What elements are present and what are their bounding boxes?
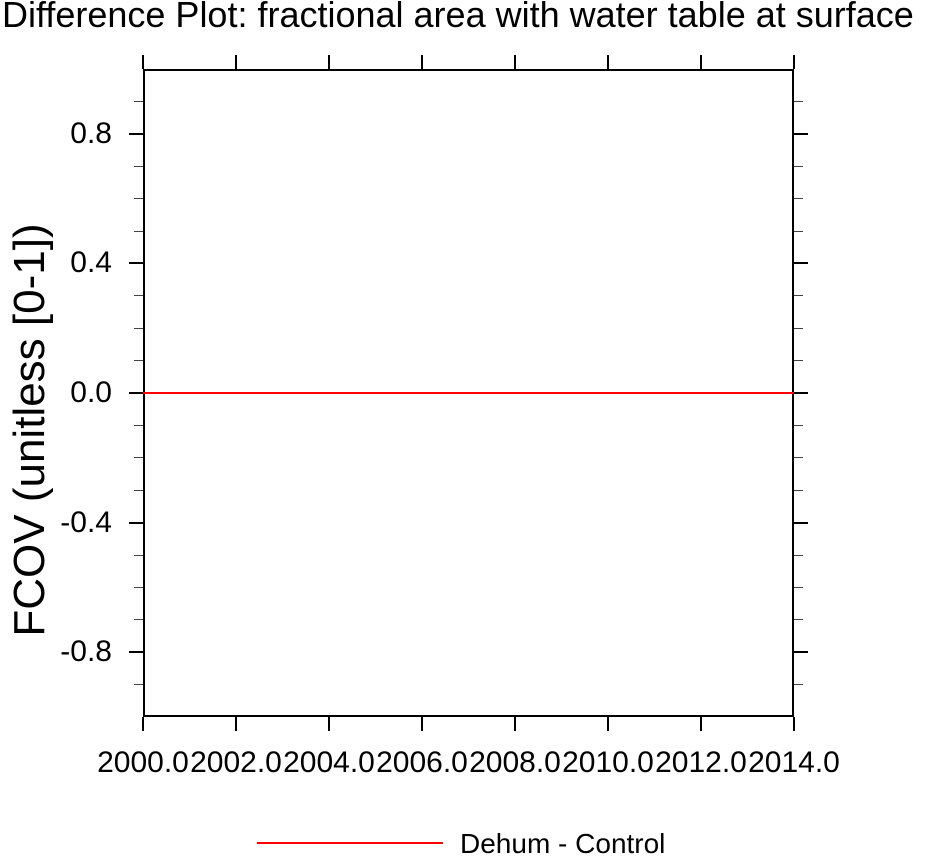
y-minor-tick-left [134, 100, 143, 102]
y-tick-right [794, 651, 808, 654]
x-tick-label: 2002.0 [190, 746, 282, 779]
x-tick-top [514, 55, 516, 69]
y-tick-right [794, 262, 808, 265]
legend-line-sample [257, 842, 443, 844]
x-tick-top [235, 55, 237, 69]
y-minor-tick-left [134, 457, 143, 459]
x-tick-bottom [793, 717, 795, 731]
y-minor-tick-left [134, 360, 143, 362]
x-tick-bottom [607, 717, 609, 731]
x-tick-top [328, 55, 330, 69]
y-axis-title: FCOV (unitless [0-1]) [5, 223, 54, 637]
y-minor-tick-left [134, 586, 143, 588]
x-tick-bottom [328, 717, 330, 731]
y-minor-tick-left [134, 554, 143, 556]
x-tick-bottom [514, 717, 516, 731]
y-tick-left [129, 651, 143, 654]
y-minor-tick-right [794, 230, 803, 232]
y-minor-tick-right [794, 295, 803, 297]
x-tick-label: 2004.0 [283, 746, 375, 779]
y-tick-left [129, 262, 143, 265]
x-tick-bottom [700, 717, 702, 731]
y-tick-left [129, 132, 143, 135]
y-tick-label: 0.4 [70, 246, 112, 280]
page-title: Difference Plot: fractional area with wa… [2, 0, 914, 35]
y-minor-tick-left [134, 327, 143, 329]
y-minor-tick-right [794, 327, 803, 329]
y-minor-tick-left [134, 619, 143, 621]
x-tick-label: 2008.0 [469, 746, 561, 779]
legend-label: Dehum - Control [460, 828, 666, 857]
x-tick-top [142, 55, 144, 69]
y-tick-label: -0.4 [60, 505, 112, 539]
x-tick-label: 2012.0 [655, 746, 747, 779]
y-tick-left [129, 392, 143, 394]
x-tick-top [700, 55, 702, 69]
y-tick-right [794, 392, 808, 394]
y-minor-tick-left [134, 165, 143, 167]
x-tick-top [793, 55, 795, 69]
y-minor-tick-right [794, 554, 803, 556]
y-minor-tick-right [794, 100, 803, 102]
y-minor-tick-right [794, 198, 803, 200]
y-minor-tick-right [794, 457, 803, 459]
y-minor-tick-right [794, 489, 803, 491]
x-tick-label: 2014.0 [748, 746, 840, 779]
y-minor-tick-left [134, 424, 143, 426]
y-tick-label: -0.8 [60, 635, 112, 669]
x-tick-label: 2010.0 [562, 746, 654, 779]
y-minor-tick-left [134, 230, 143, 232]
series-layer [143, 392, 794, 394]
y-tick-right [794, 521, 808, 524]
y-tick-label: 0.0 [70, 376, 112, 409]
y-minor-tick-right [794, 586, 803, 588]
y-minor-tick-right [794, 424, 803, 426]
y-minor-tick-left [134, 489, 143, 491]
y-minor-tick-right [794, 165, 803, 167]
y-tick-right [794, 132, 808, 135]
y-minor-tick-left [134, 684, 143, 686]
y-minor-tick-right [794, 684, 803, 686]
x-tick-top [607, 55, 609, 69]
x-tick-label: 2006.0 [376, 746, 468, 779]
x-tick-label: 2000.0 [97, 746, 189, 779]
x-tick-bottom [235, 717, 237, 731]
y-minor-tick-left [134, 198, 143, 200]
y-tick-label: 0.8 [70, 116, 112, 150]
x-tick-bottom [421, 717, 423, 731]
x-tick-top [421, 55, 423, 69]
y-minor-tick-right [794, 360, 803, 362]
y-tick-left [129, 521, 143, 524]
y-minor-tick-left [134, 295, 143, 297]
x-tick-bottom [142, 717, 144, 731]
y-minor-tick-right [794, 619, 803, 621]
